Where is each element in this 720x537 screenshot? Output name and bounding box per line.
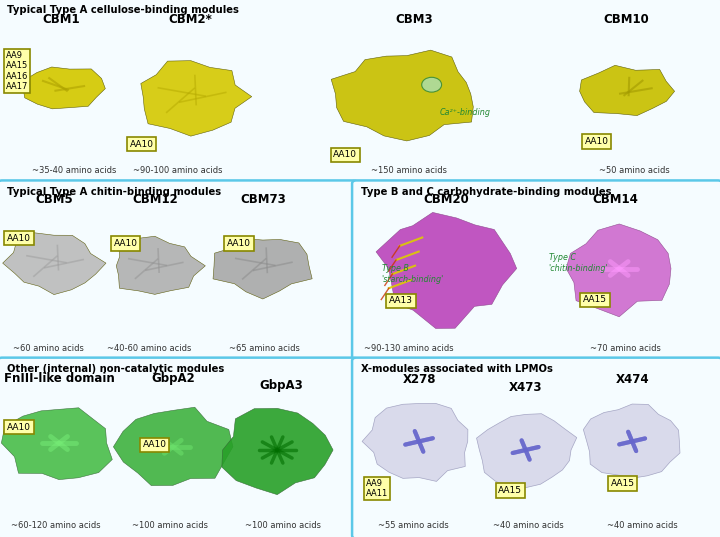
Text: ~40 amino acids: ~40 amino acids (607, 521, 678, 530)
Text: AA13: AA13 (389, 296, 413, 306)
Polygon shape (331, 50, 473, 141)
Text: FnIII-like domain: FnIII-like domain (4, 372, 114, 384)
Text: Typical Type A chitin-binding modules: Typical Type A chitin-binding modules (7, 187, 221, 197)
Text: CBM10: CBM10 (603, 13, 649, 26)
Text: ~100 amino acids: ~100 amino acids (132, 521, 208, 530)
Text: ~150 amino acids: ~150 amino acids (371, 165, 447, 175)
Text: Type C
'chitin-binding': Type C 'chitin-binding' (549, 253, 608, 273)
Polygon shape (362, 403, 468, 481)
Text: CBM73: CBM73 (240, 193, 286, 206)
Text: AA15: AA15 (583, 295, 607, 304)
Polygon shape (113, 407, 233, 485)
Text: CBM2*: CBM2* (169, 13, 212, 26)
Text: AA10: AA10 (114, 239, 138, 248)
Text: ~100 amino acids: ~100 amino acids (245, 521, 321, 530)
Text: Typical Type A cellulose-binding modules: Typical Type A cellulose-binding modules (7, 5, 239, 15)
Text: AA10: AA10 (333, 150, 357, 159)
Polygon shape (141, 61, 252, 136)
Text: AA15: AA15 (498, 486, 522, 495)
Text: AA10: AA10 (143, 440, 166, 449)
Text: AA9
AA11: AA9 AA11 (366, 479, 388, 498)
Text: Type B
'starch-binding': Type B 'starch-binding' (382, 264, 444, 284)
Text: Type B and C carbohydrate-binding modules: Type B and C carbohydrate-binding module… (361, 187, 612, 197)
FancyBboxPatch shape (0, 180, 357, 361)
Text: GbpA3: GbpA3 (259, 379, 302, 391)
Text: ~60 amino acids: ~60 amino acids (13, 344, 84, 353)
Text: AA10: AA10 (130, 140, 153, 149)
Text: GbpA2: GbpA2 (151, 372, 194, 384)
Text: AA9
AA15
AA16
AA17: AA9 AA15 AA16 AA17 (6, 51, 28, 91)
FancyBboxPatch shape (0, 0, 720, 184)
Text: AA10: AA10 (227, 239, 251, 248)
Polygon shape (23, 67, 105, 109)
FancyBboxPatch shape (0, 358, 357, 537)
Polygon shape (222, 408, 333, 495)
Text: CBM3: CBM3 (395, 13, 433, 26)
Text: AA10: AA10 (7, 234, 31, 243)
Text: ~90-100 amino acids: ~90-100 amino acids (133, 165, 222, 175)
Polygon shape (580, 66, 675, 115)
Text: ~60-120 amino acids: ~60-120 amino acids (11, 521, 100, 530)
Text: Ca²⁺-binding: Ca²⁺-binding (439, 108, 490, 117)
Text: ~35-40 amino acids: ~35-40 amino acids (32, 165, 117, 175)
Polygon shape (376, 213, 517, 329)
Polygon shape (583, 404, 680, 478)
Text: CBM12: CBM12 (132, 193, 178, 206)
Circle shape (422, 77, 441, 92)
Text: ~55 amino acids: ~55 amino acids (378, 521, 449, 530)
Text: CBM14: CBM14 (593, 193, 639, 206)
Polygon shape (1, 408, 112, 480)
Polygon shape (117, 236, 205, 294)
FancyBboxPatch shape (352, 358, 720, 537)
Text: AA10: AA10 (7, 423, 31, 432)
Text: X473: X473 (509, 381, 542, 394)
Text: AA10: AA10 (585, 137, 608, 146)
Text: X-modules associated with LPMOs: X-modules associated with LPMOs (361, 364, 553, 374)
Polygon shape (3, 233, 106, 295)
Polygon shape (566, 224, 671, 317)
Text: ~65 amino acids: ~65 amino acids (229, 344, 300, 353)
Text: X278: X278 (402, 373, 436, 386)
Text: CBM20: CBM20 (423, 193, 469, 206)
FancyBboxPatch shape (352, 180, 720, 361)
Text: ~40-60 amino acids: ~40-60 amino acids (107, 344, 191, 353)
Text: ~70 amino acids: ~70 amino acids (590, 344, 661, 353)
Text: CBM1: CBM1 (42, 13, 80, 26)
Text: AA15: AA15 (611, 479, 634, 488)
Text: Other (internal) non-catalytic modules: Other (internal) non-catalytic modules (7, 364, 225, 374)
Text: CBM5: CBM5 (35, 193, 73, 206)
Polygon shape (213, 238, 312, 299)
Text: ~40 amino acids: ~40 amino acids (493, 521, 564, 530)
Text: ~50 amino acids: ~50 amino acids (599, 165, 670, 175)
Text: ~90-130 amino acids: ~90-130 amino acids (364, 344, 453, 353)
Text: X474: X474 (616, 373, 649, 386)
Polygon shape (477, 413, 577, 488)
